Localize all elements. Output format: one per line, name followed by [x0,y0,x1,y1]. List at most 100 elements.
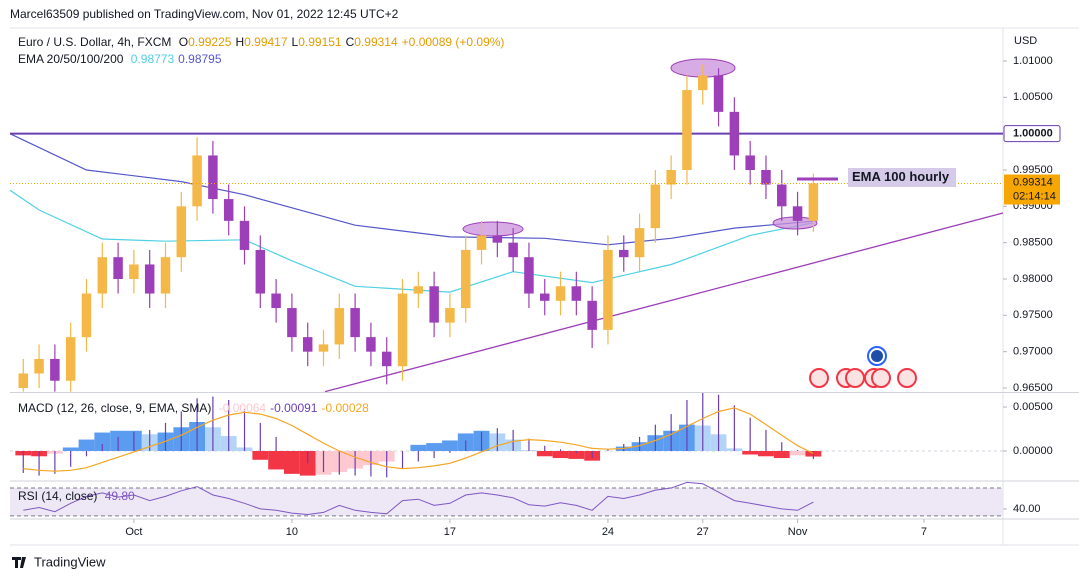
macd-value: -0.00028 [321,401,369,415]
histogram-bar [442,440,458,451]
candle-body [160,257,171,294]
candle-body [460,249,471,309]
flag-icon [871,368,891,388]
candle-body [761,169,771,185]
candle-body [634,228,645,258]
candle-body [271,293,281,309]
candle-body [350,308,360,338]
candle-body [50,358,60,381]
y-tick-label: 0.96500 [1013,382,1053,394]
ohlc-label: O [178,35,189,49]
candle-body [381,351,392,367]
histogram-bar [78,439,95,451]
y-tick-label: 0.98000 [1013,273,1053,285]
candle-body [34,358,44,374]
candle-body [603,249,613,330]
candle-body [476,235,487,250]
countdown: 02:14:14 [1013,190,1056,202]
candle-body [698,75,708,91]
histogram-bar [568,451,585,459]
level-label-box [1003,125,1061,143]
flag-icon [897,368,917,388]
publisher: Marcel63509 published on TradingView.com… [10,7,399,21]
candle-body [287,308,297,338]
histogram-bar [268,451,285,470]
histogram-bar [284,451,300,474]
y-tick-label: 1.00500 [1013,91,1053,103]
ohlc-value: 0.99225 [188,35,232,49]
ema-line [9,133,814,246]
annotation-box [848,168,956,187]
candle-body [729,111,740,156]
price-legend: Euro / U.S. Dollar, 4h, FXCM O0.99225 H0.… [18,35,508,49]
ohlc-value: 0.99151 [298,35,342,49]
rsi-band [10,488,1003,516]
y-tick-label: 0.99500 [1013,164,1053,176]
rsi-title: RSI (14, close) [18,489,98,503]
macd-value: -0.00064 [218,401,267,415]
candle-body [682,90,692,170]
x-tick-label: 24 [602,526,614,538]
candle-body [492,235,503,243]
level-label: 1.00000 [1013,128,1053,140]
ohlc-label: H [235,35,245,49]
candle-body [429,286,439,323]
brand-logo [12,557,26,568]
trendline [324,212,1004,393]
histogram-bar [742,451,759,455]
histogram-bar [62,447,79,451]
x-tick-label: 17 [444,526,456,538]
ohlc-label: C [345,35,355,49]
ohlc-value: 0.99314 [354,35,398,49]
rsi-legend: RSI (14, close) 49.80 [18,489,139,503]
y-tick-label: 0.97500 [1013,309,1053,321]
last-price-label: 0.99314 [1013,176,1053,188]
histogram-bar [758,451,774,457]
symbol-title: Euro / U.S. Dollar, 4h, FXCM [18,35,172,49]
flag-icon [809,368,829,388]
candle-body [745,155,755,170]
y-tick-label: 1.01000 [1013,55,1053,67]
ohlc-value: 0.99417 [244,35,288,49]
rsi-value: 49.80 [104,489,135,503]
macd-value: -0.00091 [270,401,318,415]
candle-body [650,184,661,229]
y-tick-label: 0.00500 [1013,401,1053,413]
candle-body [176,206,187,258]
candle-body [792,206,803,221]
ohlc-label: L [291,35,299,49]
candle-body [445,308,455,323]
macd-title: MACD (12, 26, close, 9, EMA, SMA) [18,401,212,415]
histogram-bar [789,451,806,456]
flag-icon [871,350,883,362]
flag-icon [845,368,865,388]
histogram-bar [426,443,443,451]
y-tick-label: 0.97000 [1013,346,1053,358]
candle-body [129,264,139,279]
brand: TradingView [34,554,106,569]
histogram-bar [410,444,427,451]
x-tick-label: 7 [921,526,927,538]
candle-body [366,337,376,352]
candle-body [255,249,266,294]
candle-body [524,257,534,294]
histogram-bar [536,451,553,457]
candle-body [508,242,518,258]
ema-title: EMA 20/50/100/200 [18,52,124,66]
candle-body [587,300,597,330]
y-tick-label: 0.00000 [1013,445,1053,457]
candle-body [571,286,582,301]
candle-body [192,155,202,207]
x-tick-label: 10 [286,526,298,538]
x-tick-label: Oct [125,526,142,538]
candle-body [555,286,566,301]
histogram-bar [94,432,111,451]
candle-body [302,337,313,352]
highlight-ellipse [462,221,524,237]
y-tick-label: 40.00 [1013,503,1041,515]
candle-body [239,220,250,250]
histogram-bar [773,451,790,459]
